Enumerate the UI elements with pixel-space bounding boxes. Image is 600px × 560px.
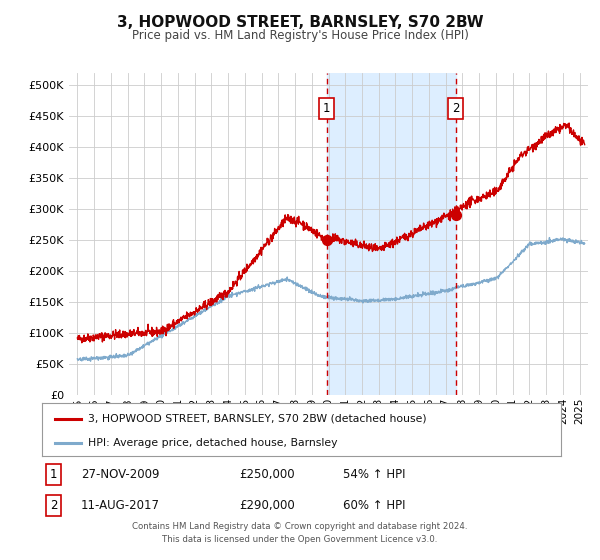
Text: HPI: Average price, detached house, Barnsley: HPI: Average price, detached house, Barn…	[88, 438, 337, 448]
Text: 2: 2	[452, 102, 460, 115]
Text: 27-NOV-2009: 27-NOV-2009	[81, 468, 160, 481]
Text: Price paid vs. HM Land Registry's House Price Index (HPI): Price paid vs. HM Land Registry's House …	[131, 29, 469, 42]
Text: 1: 1	[323, 102, 331, 115]
Text: 1: 1	[50, 468, 57, 481]
Text: 3, HOPWOOD STREET, BARNSLEY, S70 2BW: 3, HOPWOOD STREET, BARNSLEY, S70 2BW	[116, 15, 484, 30]
Text: 3, HOPWOOD STREET, BARNSLEY, S70 2BW (detached house): 3, HOPWOOD STREET, BARNSLEY, S70 2BW (de…	[88, 414, 426, 424]
Text: 11-AUG-2017: 11-AUG-2017	[81, 499, 160, 512]
Point	[451, 211, 461, 220]
Text: 54% ↑ HPI: 54% ↑ HPI	[343, 468, 406, 481]
Text: £250,000: £250,000	[239, 468, 295, 481]
Text: £290,000: £290,000	[239, 499, 295, 512]
Text: 60% ↑ HPI: 60% ↑ HPI	[343, 499, 406, 512]
Point	[322, 236, 332, 245]
Text: 2: 2	[50, 499, 57, 512]
Bar	[327, 73, 456, 395]
Text: Contains HM Land Registry data © Crown copyright and database right 2024.
This d: Contains HM Land Registry data © Crown c…	[132, 522, 468, 544]
